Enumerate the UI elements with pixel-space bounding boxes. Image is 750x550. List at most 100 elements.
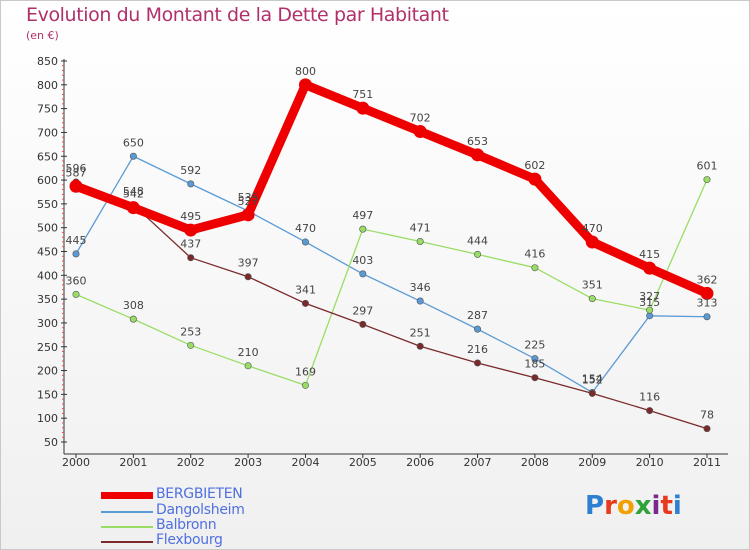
data-point xyxy=(126,201,140,215)
y-tick-label: 200 xyxy=(37,365,58,378)
data-point xyxy=(703,313,711,321)
x-tick-label: 2000 xyxy=(62,456,90,469)
y-tick-label: 300 xyxy=(37,317,58,330)
data-point xyxy=(298,78,312,92)
data-point xyxy=(356,101,370,115)
data-point xyxy=(359,225,367,233)
data-point xyxy=(187,180,195,188)
data-label: 542 xyxy=(123,188,144,201)
series-line-flexbourg xyxy=(75,181,708,430)
y-tick-label: 650 xyxy=(37,150,58,163)
data-label: 751 xyxy=(352,88,373,101)
data-label: 210 xyxy=(238,346,259,359)
data-label: 185 xyxy=(524,358,545,371)
data-point xyxy=(413,124,427,138)
data-point xyxy=(359,270,367,278)
x-tick-label: 2009 xyxy=(578,456,606,469)
legend-label-bergbieten: BERGBIETEN xyxy=(156,486,243,502)
data-point xyxy=(588,389,596,397)
y-tick-label: 150 xyxy=(37,388,58,401)
data-label: 154 xyxy=(582,372,603,385)
data-point xyxy=(187,341,195,349)
data-label: 403 xyxy=(352,254,373,267)
x-tick-label: 2011 xyxy=(693,456,721,469)
data-point xyxy=(416,237,424,245)
logo-letter: r xyxy=(604,491,617,521)
logo-letter: P xyxy=(585,491,605,521)
unit-label: (en €) xyxy=(26,29,59,42)
data-point xyxy=(72,250,80,258)
logo-letter: i xyxy=(672,491,682,521)
data-point xyxy=(703,176,711,184)
y-tick-label: 400 xyxy=(37,269,58,282)
data-label: 444 xyxy=(467,234,488,247)
data-label: 397 xyxy=(238,257,259,270)
y-tick-label: 600 xyxy=(37,174,58,187)
legend-swatch-flexbourg xyxy=(101,541,153,543)
data-label: 225 xyxy=(524,339,545,352)
data-label: 470 xyxy=(582,222,603,235)
series-line-dangolsheim xyxy=(75,155,708,394)
x-tick-label: 2002 xyxy=(177,456,205,469)
data-point xyxy=(646,407,654,415)
data-label: 527 xyxy=(238,195,259,208)
legend-swatch-bergbieten xyxy=(101,492,153,499)
data-point xyxy=(301,299,309,307)
x-tick-label: 2007 xyxy=(464,456,492,469)
data-label: 437 xyxy=(180,238,201,251)
data-label: 548 xyxy=(123,185,144,198)
x-tick-label: 2003 xyxy=(234,456,262,469)
legend-swatch-balbronn xyxy=(101,526,153,528)
x-tick-label: 2006 xyxy=(406,456,434,469)
logo-letter: i xyxy=(651,491,661,521)
y-tick-label: 850 xyxy=(37,55,58,68)
data-point xyxy=(528,172,542,186)
y-tick-label: 500 xyxy=(37,222,58,235)
y-tick-label: 550 xyxy=(37,198,58,211)
data-point xyxy=(474,250,482,258)
y-tick-label: 800 xyxy=(37,79,58,92)
data-label: 313 xyxy=(697,297,718,310)
data-label: 702 xyxy=(410,111,431,124)
data-point xyxy=(241,208,255,222)
data-label: 602 xyxy=(524,159,545,172)
data-label: 535 xyxy=(238,191,259,204)
y-tick-label: 350 xyxy=(37,293,58,306)
data-label: 362 xyxy=(697,273,718,286)
y-tick-label: 50 xyxy=(44,436,58,449)
data-point xyxy=(244,273,252,281)
data-label: 308 xyxy=(123,299,144,312)
data-point xyxy=(184,223,198,237)
data-point xyxy=(416,342,424,350)
data-point xyxy=(244,362,252,370)
data-point xyxy=(301,381,309,389)
proxiti-logo: Proxiti xyxy=(585,491,682,521)
data-label: 287 xyxy=(467,309,488,322)
x-tick-label: 2005 xyxy=(349,456,377,469)
data-label: 445 xyxy=(66,234,87,247)
data-label: 653 xyxy=(467,135,488,148)
data-label: 351 xyxy=(582,279,603,292)
data-label: 415 xyxy=(639,248,660,261)
y-tick-label: 750 xyxy=(37,103,58,116)
chart-title: Evolution du Montant de la Dette par Hab… xyxy=(26,4,449,26)
legend-label-dangolsheim: Dangolsheim xyxy=(156,502,245,518)
data-label: 78 xyxy=(700,409,714,422)
series-line-balbronn xyxy=(75,178,708,386)
data-label: 315 xyxy=(639,296,660,309)
data-label: 592 xyxy=(180,164,201,177)
data-point xyxy=(129,152,137,160)
data-point xyxy=(471,148,485,162)
data-point xyxy=(474,325,482,333)
x-tick-label: 2010 xyxy=(636,456,664,469)
data-point xyxy=(585,235,599,249)
data-label: 253 xyxy=(180,325,201,338)
data-point xyxy=(703,425,711,433)
data-label: 471 xyxy=(410,221,431,234)
data-label: 587 xyxy=(66,166,87,179)
data-label: 152 xyxy=(582,373,603,386)
data-label: 601 xyxy=(697,160,718,173)
y-tick-label: 100 xyxy=(37,412,58,425)
x-tick-label: 2001 xyxy=(119,456,147,469)
